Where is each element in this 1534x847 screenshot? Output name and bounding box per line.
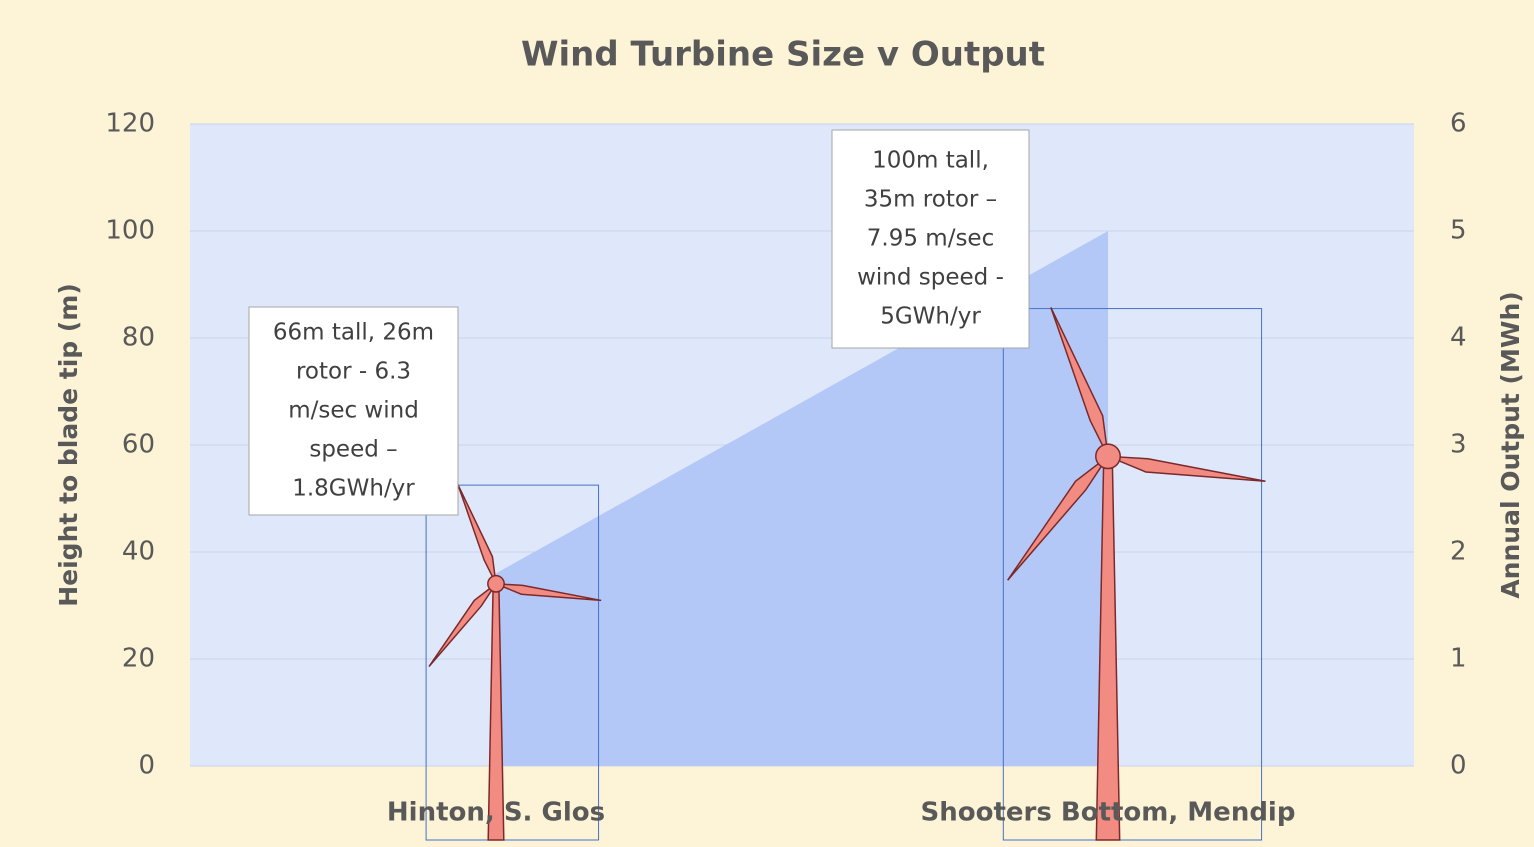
y-tick-label: 60: [122, 430, 155, 460]
y-tick-label: 40: [122, 537, 155, 567]
annotation-text: speed –: [309, 437, 397, 463]
annotation-text: 1.8GWh/yr: [292, 476, 415, 502]
annotation-text: 35m rotor –: [864, 187, 997, 213]
x-tick-label: Hinton, S. Glos: [387, 798, 605, 828]
annotation-text: 100m tall,: [872, 148, 989, 174]
y2-tick-label: 0: [1450, 751, 1467, 781]
hub: [488, 576, 504, 592]
hub: [1096, 444, 1120, 468]
annotation-text: m/sec wind: [288, 398, 419, 424]
y2-axis-label: Annual Output (MWh): [1496, 291, 1525, 598]
y2-tick-label: 2: [1450, 537, 1467, 567]
y2-tick-label: 5: [1450, 216, 1467, 246]
y-tick-label: 80: [122, 323, 155, 353]
chart-title: Wind Turbine Size v Output: [521, 35, 1045, 75]
annotation-text: 5GWh/yr: [880, 304, 981, 330]
annotation-text: 7.95 m/sec: [867, 226, 994, 252]
y2-tick-label: 1: [1450, 644, 1467, 674]
y2-tick-label: 6: [1450, 109, 1467, 139]
y-tick-label: 20: [122, 644, 155, 674]
chart: Wind Turbine Size v Output Height to bla…: [0, 0, 1534, 847]
y-tick-label: 120: [105, 109, 155, 139]
y2-tick-label: 4: [1450, 323, 1467, 353]
y-axis-label: Height to blade tip (m): [54, 283, 83, 607]
y2-tick-label: 3: [1450, 430, 1467, 460]
y-tick-label: 0: [138, 751, 155, 781]
annotation-text: wind speed -: [857, 265, 1004, 291]
annotation-text: rotor - 6.3: [296, 359, 411, 385]
annotation-text: 66m tall, 26m: [273, 320, 434, 346]
x-tick-label: Shooters Bottom, Mendip: [921, 798, 1296, 828]
page: Wind Turbine Size v Output Height to bla…: [0, 0, 1534, 847]
y-tick-label: 100: [105, 216, 155, 246]
